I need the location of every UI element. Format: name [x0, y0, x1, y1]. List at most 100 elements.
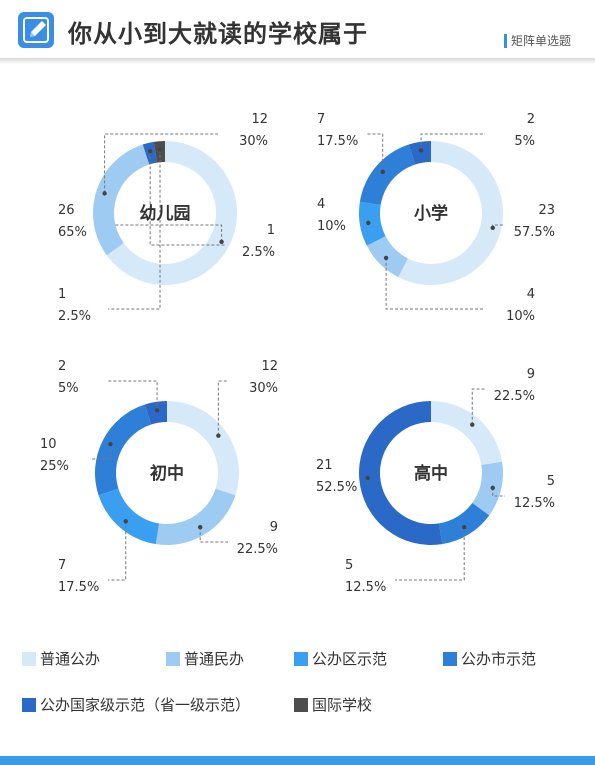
callout-dot-3-3 [365, 475, 370, 481]
callout-line-2-0 [217, 380, 228, 436]
percent-label-1-4: 5% [514, 134, 535, 149]
percent-label-1-1: 10% [506, 309, 535, 324]
chart-title-2: 初中 [150, 463, 184, 484]
percent-label-2-1: 22.5% [237, 542, 278, 557]
count-label-0-1: 12 [251, 112, 268, 127]
count-label-1-4: 2 [527, 112, 535, 127]
percent-label-0-2: 2.5% [242, 245, 275, 260]
callout-dot-2-3 [108, 441, 113, 447]
question-type-label: 矩阵单选题 [510, 34, 571, 48]
header: 你从小到大就读的学校属于 矩阵单选题 [0, 0, 595, 58]
percent-label-2-3: 25% [40, 459, 69, 474]
legend-swatch-3 [443, 651, 457, 666]
callout-dot-1-0 [490, 225, 495, 231]
callout-line-1-1 [385, 257, 485, 310]
percent-label-0-1: 30% [239, 134, 268, 149]
legend-label-3: 公办市示范 [461, 650, 537, 668]
slice-2-1 [155, 488, 236, 546]
callout-line-0-0 [108, 224, 223, 242]
percent-label-1-0: 57.5% [514, 225, 555, 240]
percent-label-2-0: 30% [249, 381, 278, 396]
donut-chart-3: 9 22.5% 5 12.5% 5 12.5% 21 52.5% 高中 [316, 367, 555, 595]
slice-2-3 [94, 404, 152, 496]
callout-line-3-0 [471, 388, 485, 425]
legend-item-0: 普通公办 [22, 648, 100, 669]
percent-label-2-4: 5% [58, 381, 79, 396]
slice-1-4 [408, 141, 431, 165]
callout-dot-0-2 [147, 149, 153, 154]
callout-line-3-1 [492, 487, 505, 497]
question-type-tag: 矩阵单选题 [503, 34, 571, 48]
callout-dot-0-3 [157, 147, 163, 152]
count-label-0-0: 26 [58, 203, 75, 218]
count-label-1-0: 23 [538, 203, 555, 218]
count-label-2-2: 7 [58, 558, 66, 573]
callout-dot-3-1 [490, 485, 495, 491]
callout-dot-1-4 [418, 148, 424, 153]
count-label-3-3: 21 [316, 458, 333, 473]
callout-dot-0-0 [219, 239, 224, 245]
legend-swatch-0 [22, 651, 36, 666]
slice-3-1 [472, 461, 504, 516]
slice-3-0 [431, 401, 503, 466]
legend-label-0: 普通公办 [40, 650, 101, 668]
callout-dot-1-2 [366, 220, 371, 226]
slice-0-1 [93, 144, 150, 256]
callout-line-2-2 [108, 521, 127, 581]
count-label-0-3: 1 [58, 287, 66, 302]
slice-0-0 [106, 141, 237, 285]
callout-dot-2-1 [197, 524, 203, 530]
header-divider [0, 58, 595, 64]
count-label-1-1: 4 [527, 287, 535, 302]
count-label-1-2: 4 [317, 197, 325, 212]
percent-label-1-2: 10% [317, 219, 346, 234]
slice-3-3 [359, 401, 443, 545]
legend-label-1: 普通民办 [184, 650, 245, 668]
bottom-bar [0, 756, 595, 765]
donut-chart-0: 26 65% 12 30% 1 2.5% 1 2.5% 幼儿园 [58, 112, 275, 324]
legend-label-2: 公办区示范 [312, 650, 388, 668]
legend-item-1: 普通民办 [166, 648, 244, 669]
page-title: 你从小到大就读的学校属于 [68, 20, 368, 48]
percent-label-1-3: 17.5% [317, 134, 358, 149]
count-label-3-1: 5 [547, 474, 555, 489]
percent-label-3-3: 52.5% [316, 480, 357, 495]
percent-label-2-2: 17.5% [58, 580, 99, 595]
callout-line-0-2 [149, 151, 225, 246]
legend-item-3: 公办市示范 [443, 648, 536, 669]
legend-label-4: 公办国家级示范（省一级示范） [40, 696, 251, 714]
legend-item-5: 国际学校 [294, 694, 372, 715]
slice-1-0 [398, 141, 504, 285]
slice-3-2 [438, 502, 490, 545]
callout-line-3-2 [395, 527, 465, 581]
slice-1-2 [359, 201, 386, 246]
count-label-2-0: 12 [261, 359, 278, 374]
callout-line-2-4 [108, 380, 158, 411]
legend-swatch-2 [294, 651, 308, 666]
donut-chart-1: 23 57.5% 4 10% 4 10% 7 17.5% 2 5% 小学 [317, 112, 555, 324]
callout-dot-2-0 [216, 433, 221, 438]
percent-label-3-2: 12.5% [345, 580, 386, 595]
legend-swatch-1 [166, 651, 180, 666]
count-label-2-3: 10 [40, 437, 57, 452]
count-label-1-3: 7 [317, 112, 325, 127]
percent-label-3-0: 22.5% [494, 389, 535, 404]
count-label-3-0: 9 [527, 367, 535, 382]
chart-title-0: 幼儿园 [140, 203, 191, 224]
percent-label-0-0: 65% [58, 225, 87, 240]
callout-dot-1-1 [383, 255, 389, 261]
slice-0-3 [153, 141, 165, 163]
callout-dot-3-2 [461, 524, 467, 530]
legend-item-2: 公办区示范 [294, 648, 387, 669]
slice-2-4 [144, 401, 167, 425]
legend-label-5: 国际学校 [312, 696, 373, 714]
legend-item-4: 公办国家级示范（省一级示范） [22, 694, 250, 715]
slice-2-0 [167, 401, 240, 496]
callout-dot-2-4 [154, 408, 160, 413]
slice-1-3 [359, 144, 416, 206]
chart-title-3: 高中 [414, 463, 448, 484]
chart-title-1: 小学 [414, 203, 448, 224]
callout-line-1-4 [420, 133, 485, 151]
callout-dot-3-0 [470, 422, 475, 427]
